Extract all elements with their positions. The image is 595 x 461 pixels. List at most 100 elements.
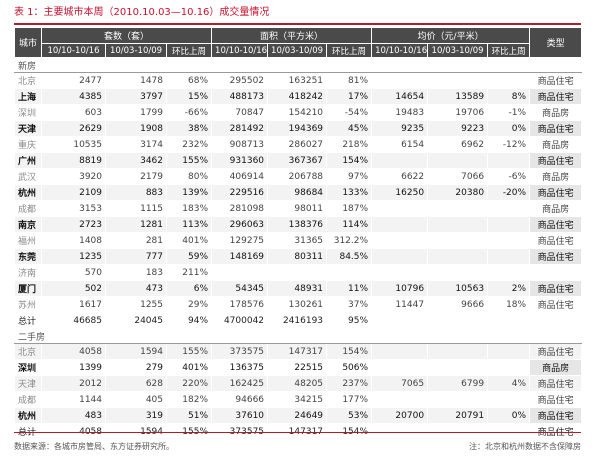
price-previous-cell [427,152,489,169]
header-price: 均价（元/平米） [371,27,531,44]
type-cell: 商品房 [529,200,583,217]
area-current-cell: 295502 [211,72,269,89]
table-row: 成都 3153 1115 183% 281098 98011 187% 商品房 [14,200,583,217]
price-current-cell [371,264,429,281]
table-row: 福州 1408 281 401% 129275 31365 312.2% 商品住宅 [14,232,583,249]
area-previous-cell: 24649 [267,407,328,424]
area-current-cell: 4700042 [211,312,269,329]
price-previous-cell: 9223 [427,120,489,137]
price-previous-cell: 6962 [427,136,489,153]
price-change-cell: -20% [487,184,531,201]
price-change-cell: -6% [487,168,531,185]
units-change-cell: 211% [165,264,213,281]
city-cell: 成都 [14,391,42,408]
units-change-cell: 220% [165,375,213,392]
area-change-cell: 11% [326,280,373,297]
table-row: 天津 2012 628 220% 162425 48205 237% 7065 6799 4% 商品… [14,375,583,392]
city-cell: 武汉 [14,168,42,185]
type-cell: 商品住宅 [529,232,583,249]
area-previous-cell [267,264,328,281]
header-units-change: 环比上周 [165,43,213,58]
units-previous-cell: 3174 [105,136,167,153]
price-change-cell: -1% [487,104,531,121]
area-change-cell: 37% [326,296,373,313]
price-previous-cell [427,359,489,376]
units-current-cell: 2012 [41,375,106,392]
units-previous-cell: 1594 [105,423,167,440]
area-current-cell: 931360 [211,152,269,169]
area-previous-cell: 367367 [267,152,328,169]
area-current-cell: 229516 [211,184,269,201]
area-current-cell: 488173 [211,88,269,105]
area-change-cell: 154% [326,343,373,360]
area-change-cell: 506% [326,359,373,376]
area-previous-cell: 130261 [267,296,328,313]
table-row: 成都 1144 405 182% 94666 34215 177% 商品住宅 [14,391,583,408]
table-row: 上海 4385 3797 15% 488173 418242 17% 14654 13589 8%… [14,88,583,105]
price-current-cell [371,248,429,265]
area-change-cell: 81% [326,72,373,89]
type-cell: 商品住宅 [529,216,583,233]
city-cell: 深圳 [14,104,42,121]
table-row: 重庆 10535 3174 232% 908713 286027 218% 6154 6962-… [14,136,583,153]
area-previous-cell: 154210 [267,104,328,121]
area-current-cell: 70847 [211,104,269,121]
price-change-cell [487,359,531,376]
price-previous-cell: 10563 [427,280,489,297]
price-current-cell: 19483 [371,104,429,121]
price-current-cell: 6622 [371,168,429,185]
type-cell: 商品住宅 [529,152,583,169]
header-price-previous: 10/03-10/09 [427,43,489,58]
type-cell: 商品住宅 [529,248,583,265]
type-cell: 商品住宅 [529,391,583,408]
units-current-cell: 2629 [41,120,106,137]
table-row: 南京 2723 1281 113% 296063 138376 114% 商品住宅 [14,216,583,233]
area-current-cell [211,264,269,281]
price-change-cell [487,232,531,249]
units-change-cell: 182% [165,391,213,408]
price-change-cell [487,391,531,408]
header-price-current: 10/10-10/16 [371,43,429,58]
units-current-cell: 4058 [41,343,106,360]
price-previous-cell [427,423,489,440]
units-previous-cell: 777 [105,248,167,265]
units-change-cell: -66% [165,104,213,121]
price-change-cell: 2% [487,280,531,297]
data-source-note: 数据来源：各城市房管局、东方证券研究所。 [14,442,174,451]
area-previous-cell: 2416193 [267,312,328,329]
type-cell: 商品住宅 [529,280,583,297]
area-current-cell: 373575 [211,343,269,360]
area-change-cell: 177% [326,391,373,408]
units-change-cell: 59% [165,248,213,265]
table-row: 天津 2629 1908 38% 281492 194369 45% 9235 9223 0% 商品… [14,120,583,137]
city-cell: 苏州 [14,296,42,313]
city-cell: 杭州 [14,407,42,424]
area-change-cell: 17% [326,88,373,105]
units-current-cell: 4058 [41,423,106,440]
price-current-cell: 16250 [371,184,429,201]
price-change-cell [487,312,531,329]
type-cell: 商品房 [529,168,583,185]
price-change-cell: 0% [487,120,531,137]
header-area-current: 10/10-10/16 [211,43,269,58]
header-area: 面积（平方米） [211,27,373,44]
units-previous-cell: 2179 [105,168,167,185]
area-previous-cell: 80311 [267,248,328,265]
units-current-cell: 603 [41,104,106,121]
units-previous-cell: 1908 [105,120,167,137]
units-current-cell: 570 [41,264,106,281]
header-units-previous: 10/03-10/09 [105,43,167,58]
area-current-cell: 162425 [211,375,269,392]
price-current-cell [371,72,429,89]
city-cell: 北京 [14,72,42,89]
units-current-cell: 1144 [41,391,106,408]
price-current-cell [371,312,429,329]
units-previous-cell: 1281 [105,216,167,233]
type-cell: 商品住宅 [529,184,583,201]
table-row: 北京 4058 1594 155% 373575 147317 154% 商品住宅 [14,343,583,360]
table-row: 深圳 1399 279 401% 136375 22515 506% 商品房 [14,359,583,376]
type-cell: 商品房 [529,136,583,153]
area-current-cell: 908713 [211,136,269,153]
units-change-cell: 155% [165,423,213,440]
price-current-cell: 11447 [371,296,429,313]
